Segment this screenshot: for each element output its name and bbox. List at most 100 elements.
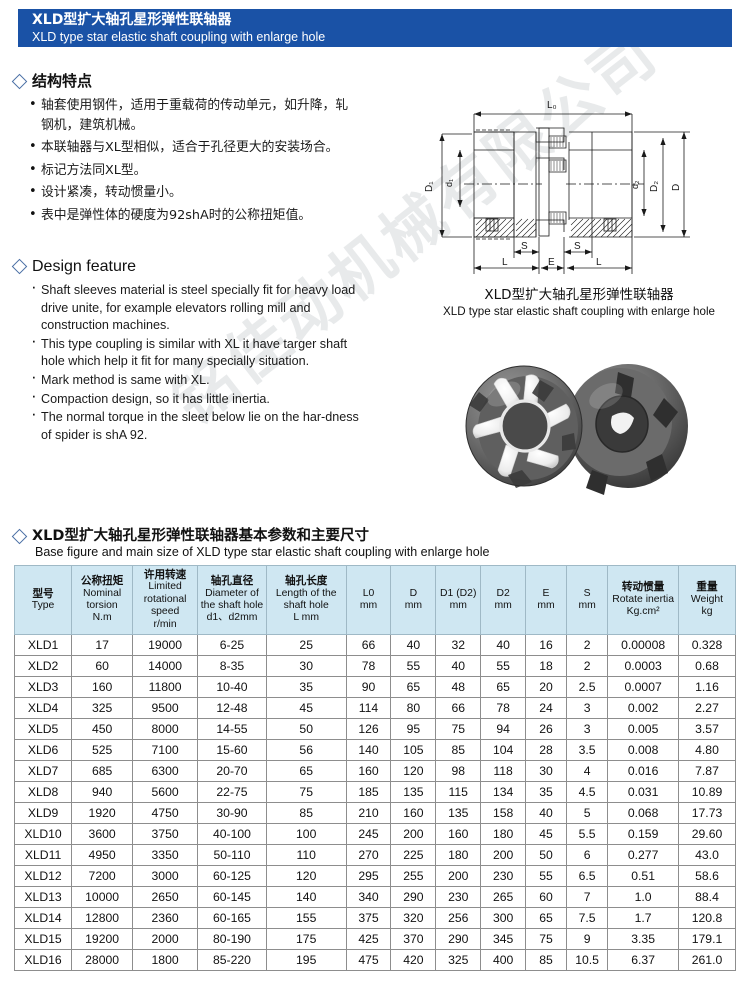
- table-cell: 2.27: [678, 697, 736, 720]
- cell-type: XLD13: [13, 886, 73, 909]
- col-header-limited-speed: 许用转速 Limited rotational speed r/min: [132, 564, 199, 636]
- table-cell: 200: [390, 823, 437, 846]
- table-row: XLD8 940 5600 22-75 75 185 135 115 134 35 4.5 0.031…: [13, 781, 736, 804]
- table-cell: 230: [480, 865, 527, 888]
- table-cell: 370: [390, 928, 437, 951]
- table-cell: 75: [525, 928, 567, 951]
- cell-type: XLD4: [13, 697, 73, 720]
- table-cell: 60-165: [197, 907, 267, 930]
- table-cell: 110: [265, 844, 347, 867]
- col-header-en: Length of the shaft hole: [275, 587, 337, 612]
- table-cell: 1.16: [678, 676, 736, 699]
- table-cell: 135: [390, 781, 437, 804]
- col-header-cn: 重量: [696, 581, 718, 594]
- table-cell: 9: [565, 928, 609, 951]
- table-row: XLD15 19200 2000 80-190 175 425 370 290 345 75 9 3.…: [13, 928, 736, 951]
- table-cell: 65: [525, 907, 567, 930]
- table-cell: 420: [390, 949, 437, 972]
- table-cell: 6.5: [565, 865, 609, 888]
- list-item: 本联轴器与XL型相似，适合于孔径更大的安装场合。: [28, 137, 358, 158]
- dim-label-D2: D₂: [649, 181, 660, 192]
- coupling-cross-section-svg: L₀ D₁ d₁ d₂ D₂ D S S L E L: [424, 100, 690, 274]
- table-cell: 475: [345, 949, 392, 972]
- table-cell: 256: [435, 907, 482, 930]
- table-cell: 3: [565, 697, 609, 720]
- structure-feature-list: 轴套使用钢件，适用于重载荷的传动单元，如升降，轧钢机，建筑机械。 本联轴器与XL…: [28, 95, 358, 228]
- cell-type: XLD5: [13, 718, 73, 741]
- table-row: XLD7 685 6300 20-70 65 160 120 98 118 30 4 0.016 7.8…: [13, 760, 736, 783]
- table-cell: 160: [435, 823, 482, 846]
- table-cell: 225: [390, 844, 437, 867]
- col-header-D2: D2 mm: [480, 564, 527, 636]
- table-cell: 85-220: [197, 949, 267, 972]
- table-cell: 179.1: [678, 928, 736, 951]
- table-cell: 90: [345, 676, 392, 699]
- table-cell: 6: [565, 844, 609, 867]
- table-cell: 35: [525, 781, 567, 804]
- table-cell: 0.008: [607, 739, 679, 762]
- table-cell: 48: [435, 676, 482, 699]
- table-cell: 200: [480, 844, 527, 867]
- table-cell: 55: [525, 865, 567, 888]
- col-header-type: 型号 Type: [13, 564, 73, 636]
- table-cell: 40: [435, 655, 482, 678]
- list-item: 轴套使用钢件，适用于重载荷的传动单元，如升降，轧钢机，建筑机械。: [28, 95, 358, 135]
- table-cell: 10.89: [678, 781, 736, 804]
- table-cell: 2.5: [565, 676, 609, 699]
- table-cell: 160: [71, 676, 134, 699]
- dim-label-L-right: L: [596, 257, 602, 268]
- dim-label-S-right: S: [574, 241, 581, 252]
- table-cell: 3350: [132, 844, 199, 867]
- page-title-cn: XLD型扩大轴孔星形弹性联轴器: [32, 12, 232, 28]
- design-feature-list: Shaft sleeves material is steel speciall…: [30, 278, 360, 445]
- table-cell: 104: [480, 739, 527, 762]
- list-item: 设计紧凑，转动惯量小。: [28, 182, 358, 203]
- table-cell: 8-35: [197, 655, 267, 678]
- table-cell: 160: [390, 802, 437, 825]
- table-cell: 7.5: [565, 907, 609, 930]
- table-cell: 0.002: [607, 697, 679, 720]
- table-cell: 2000: [132, 928, 199, 951]
- page-title-en: XLD type star elastic shaft coupling wit…: [32, 30, 326, 44]
- table-cell: 98: [435, 760, 482, 783]
- table-cell: 65: [265, 760, 347, 783]
- table-cell: 325: [435, 949, 482, 972]
- table-row: XLD16 28000 1800 85-220 195 475 420 325 400 85 10.…: [13, 949, 736, 972]
- table-cell: 55: [480, 655, 527, 678]
- table-cell: 158: [480, 802, 527, 825]
- table-cell: 940: [71, 781, 134, 804]
- cell-type: XLD14: [13, 907, 73, 930]
- table-cell: 45: [525, 823, 567, 846]
- table-cell: 58.6: [678, 865, 736, 888]
- table-cell: 400: [480, 949, 527, 972]
- table-cell: 16: [525, 634, 567, 657]
- table-cell: 6-25: [197, 634, 267, 657]
- table-cell: 180: [480, 823, 527, 846]
- table-cell: 120: [390, 760, 437, 783]
- col-header-unit: mm: [449, 600, 467, 612]
- table-row: XLD6 525 7100 15-60 56 140 105 85 104 28 3.5 0.008 4…: [13, 739, 736, 762]
- table-cell: 0.068: [607, 802, 679, 825]
- table-cell: 22-75: [197, 781, 267, 804]
- table-cell: 1800: [132, 949, 199, 972]
- table-cell: 29.60: [678, 823, 736, 846]
- specification-table: 型号 Type 公称扭矩 Nominal torsion N.m 许用转速 Li…: [13, 564, 736, 972]
- table-cell: 35: [265, 676, 347, 699]
- table-cell: 14-55: [197, 718, 267, 741]
- table-cell: 14000: [132, 655, 199, 678]
- col-header-unit: Kg.cm²: [626, 606, 660, 618]
- col-header-cn: 轴孔长度: [285, 575, 328, 588]
- col-header-en: L0: [362, 587, 375, 599]
- dim-label-d1: d₁: [444, 179, 454, 187]
- col-header-unit: N.m: [92, 612, 112, 624]
- table-cell: 175: [265, 928, 347, 951]
- table-cell: 85: [435, 739, 482, 762]
- table-cell: 12800: [71, 907, 134, 930]
- table-cell: 120.8: [678, 907, 736, 930]
- table-cell: 200: [435, 865, 482, 888]
- col-header-cn: 许用转速: [143, 569, 187, 581]
- table-cell: 17.73: [678, 802, 736, 825]
- table-cell: 1.0: [607, 886, 679, 909]
- col-header-unit: d1、d2mm: [206, 612, 258, 624]
- jaw-coupling-photo-svg: [465, 364, 688, 495]
